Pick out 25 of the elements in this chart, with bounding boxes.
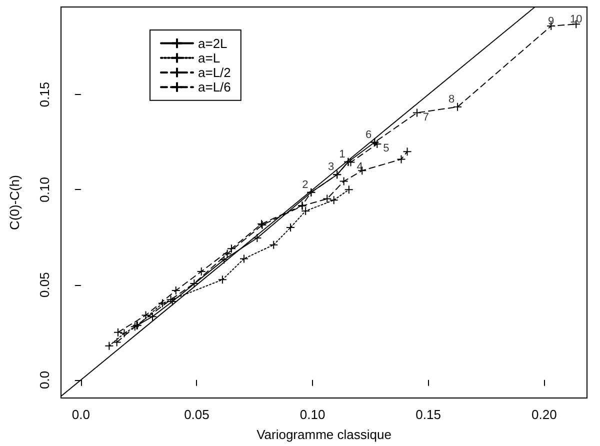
annotation: 10: [570, 14, 582, 26]
x-tick-label: 0.0: [72, 407, 90, 422]
annotation: 6: [366, 128, 372, 141]
x-axis-title: Variogramme classique: [256, 427, 392, 442]
annotation: 3: [328, 161, 334, 174]
legend-label: a=L: [198, 50, 220, 66]
x-tick-label: 0.10: [300, 407, 326, 422]
annotation: 8: [448, 93, 455, 106]
legend-label: a=2L: [198, 36, 228, 51]
x-tick-label: 0.05: [184, 407, 210, 422]
y-axis-title: C(0)-C(h): [7, 175, 22, 230]
annotation: 4: [356, 160, 363, 173]
annotation: 1: [339, 148, 346, 160]
x-tick-label: 0.15: [416, 407, 441, 422]
x-tick-label: 0.20: [531, 407, 557, 422]
annotation: 5: [383, 142, 390, 154]
annotation: 2: [302, 178, 308, 191]
y-tick-label: 0.10: [37, 177, 52, 202]
y-tick-label: 0.15: [37, 82, 52, 108]
annotation: 7: [422, 111, 430, 124]
legend-label: a=L/6: [198, 80, 231, 95]
annotation: 9: [548, 16, 554, 28]
y-tick-label: 0.0: [37, 370, 52, 389]
y-tick-label: 0.05: [37, 272, 52, 298]
legend-label: a=L/2: [198, 65, 231, 80]
